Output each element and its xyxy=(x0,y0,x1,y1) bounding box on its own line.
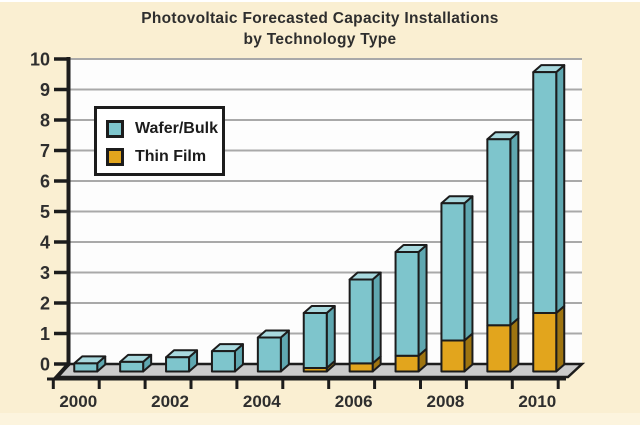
y-axis-label-10: 10 xyxy=(30,50,50,70)
bar-2002-wafer-bulk xyxy=(165,356,191,373)
bar-2006 xyxy=(348,271,382,373)
bar-2001 xyxy=(119,353,153,373)
bar-2006-thin-film xyxy=(348,362,374,373)
bar-2000 xyxy=(73,355,107,373)
chart-title: Photovoltaic Forecasted Capacity Install… xyxy=(0,8,640,50)
bar-2009-thin-film xyxy=(486,324,512,373)
y-axis-label-8: 8 xyxy=(40,111,50,131)
bar-2003-wafer-bulk xyxy=(210,350,236,373)
bar-2008 xyxy=(440,195,474,373)
bar-2005 xyxy=(302,305,336,373)
bar-2010-wafer-bulk xyxy=(532,71,558,315)
bar-2010-wafer-bulk-side xyxy=(555,64,566,315)
bar-2010-thin-film-side xyxy=(555,305,566,373)
y-axis-label-9: 9 xyxy=(40,80,50,100)
y-axis-label-3: 3 xyxy=(40,263,50,283)
bar-2006-wafer-bulk-side xyxy=(371,271,382,365)
x-axis-label-2010: 2010 xyxy=(518,392,556,411)
page-bottom-edge xyxy=(0,413,640,425)
bar-2001-wafer-bulk xyxy=(119,360,145,373)
bar-2005-wafer-bulk xyxy=(302,312,328,369)
x-axis-label-2008: 2008 xyxy=(427,392,465,411)
y-axis-label-6: 6 xyxy=(40,172,50,192)
bar-2004-wafer-bulk xyxy=(256,336,282,373)
bar-2009 xyxy=(486,131,520,373)
bar-2002 xyxy=(165,349,199,373)
legend-item-wafer-bulk: Wafer/Bulk xyxy=(106,115,222,143)
bar-2010 xyxy=(532,64,566,373)
chart-legend: Wafer/Bulk Thin Film xyxy=(94,106,225,176)
bar-2007-wafer-bulk xyxy=(394,251,420,357)
thin-film-swatch-icon xyxy=(106,148,124,166)
bar-2008-thin-film xyxy=(440,339,466,373)
bar-2007-thin-film xyxy=(394,354,420,373)
legend-item-thin-film: Thin Film xyxy=(106,143,222,171)
bar-2007 xyxy=(394,244,428,373)
page-top-edge xyxy=(0,0,640,2)
legend-label-wafer-bulk: Wafer/Bulk xyxy=(135,120,218,137)
bar-2007-wafer-bulk-side xyxy=(417,244,428,357)
y-axis-label-1: 1 xyxy=(40,324,50,344)
bar-2009-wafer-bulk xyxy=(486,138,512,327)
bar-2005-wafer-bulk-side xyxy=(325,305,336,369)
y-axis-label-2: 2 xyxy=(40,294,50,314)
axis-corner-diagonal xyxy=(53,362,70,381)
bar-2009-wafer-bulk-side xyxy=(509,131,520,327)
chart-title-line1: Photovoltaic Forecasted Capacity Install… xyxy=(141,10,499,27)
wafer-bulk-swatch-icon xyxy=(106,120,124,138)
x-axis-label-2006: 2006 xyxy=(335,392,373,411)
y-axis-label-5: 5 xyxy=(40,202,50,222)
x-axis-label-2000: 2000 xyxy=(59,392,97,411)
bar-2004 xyxy=(256,329,290,373)
chart-title-line2: by Technology Type xyxy=(243,31,397,48)
x-axis-label-2002: 2002 xyxy=(151,392,189,411)
bar-2000-wafer-bulk xyxy=(73,362,99,373)
legend-label-thin-film: Thin Film xyxy=(135,148,207,165)
bar-2010-thin-film xyxy=(532,312,558,373)
bar-2008-wafer-bulk-side xyxy=(463,195,474,342)
bar-2003 xyxy=(210,343,244,373)
bar-2006-wafer-bulk xyxy=(348,278,374,365)
bar-2008-wafer-bulk xyxy=(440,202,466,342)
y-axis-label-4: 4 xyxy=(40,233,50,253)
y-axis-label-0: 0 xyxy=(40,355,50,375)
x-axis-label-2004: 2004 xyxy=(243,392,281,411)
y-axis-label-7: 7 xyxy=(40,141,50,161)
bar-2009-thin-film-side xyxy=(509,317,520,373)
